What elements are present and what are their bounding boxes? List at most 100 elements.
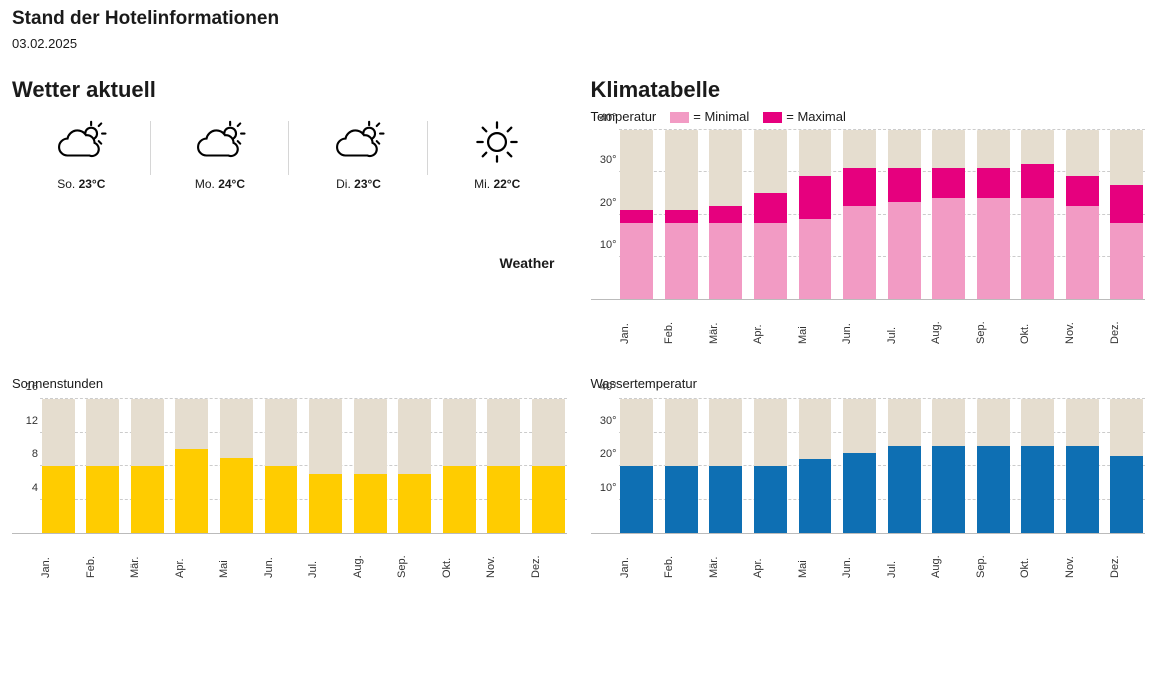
bar-background bbox=[620, 399, 653, 533]
xtick-label: Feb. bbox=[85, 540, 122, 580]
weather-current-title: Wetter aktuell bbox=[12, 77, 567, 103]
xtick-label: Okt. bbox=[441, 540, 478, 580]
legend-min: = Minimal bbox=[670, 109, 749, 124]
bar-background bbox=[1066, 399, 1099, 533]
xtick-label: Sep. bbox=[975, 540, 1012, 580]
bar-background bbox=[754, 130, 787, 299]
bar-min bbox=[1110, 223, 1143, 299]
bar-value bbox=[398, 474, 431, 533]
bar-value bbox=[265, 466, 298, 533]
xtick-label: Nov. bbox=[485, 540, 522, 580]
bar-slot bbox=[1019, 130, 1056, 299]
climate-chart: 10°20°30°40° Jan.Feb.Mär.Apr.MaiJun.Jul.… bbox=[591, 130, 1146, 346]
bar-background bbox=[86, 399, 119, 533]
bar-slot bbox=[1109, 130, 1146, 299]
bar-value bbox=[843, 453, 876, 533]
weather-day-name: So. bbox=[57, 177, 75, 191]
bar-value bbox=[487, 466, 520, 533]
xtick-label: Nov. bbox=[1064, 540, 1101, 580]
bar-value bbox=[888, 446, 921, 533]
bar-background bbox=[977, 130, 1010, 299]
weather-source-label: Weather bbox=[500, 255, 555, 271]
bar-background bbox=[977, 399, 1010, 533]
ytick-label: 4 bbox=[32, 482, 38, 494]
bar-value bbox=[977, 446, 1010, 533]
bar-min bbox=[754, 223, 787, 299]
bar-slot bbox=[263, 399, 300, 533]
bar-background bbox=[1021, 130, 1054, 299]
legend-max-swatch bbox=[763, 112, 782, 123]
bar-slot bbox=[530, 399, 567, 533]
bar-min bbox=[799, 219, 832, 299]
bar-slot bbox=[396, 399, 433, 533]
water-temp-chart: 10°20°30°40° Jan.Feb.Mär.Apr.MaiJun.Jul.… bbox=[591, 399, 1146, 580]
xtick-label: Sep. bbox=[975, 306, 1012, 346]
bar-slot bbox=[886, 130, 923, 299]
water-xaxis: Jan.Feb.Mär.Apr.MaiJun.Jul.Aug.Sep.Okt.N… bbox=[591, 540, 1146, 580]
xtick-label: Aug. bbox=[352, 540, 389, 580]
water-temp-title: Wassertemperatur bbox=[591, 376, 1146, 391]
xtick-label: Jan. bbox=[40, 540, 77, 580]
xtick-label: Jul. bbox=[307, 540, 344, 580]
bar-value bbox=[220, 458, 253, 533]
bar-background bbox=[220, 399, 253, 533]
bar-slot bbox=[352, 399, 389, 533]
climate-xaxis: Jan.Feb.Mär.Apr.MaiJun.Jul.Aug.Sep.Okt.N… bbox=[591, 306, 1146, 346]
bar-slot bbox=[797, 399, 834, 533]
xtick-label: Okt. bbox=[1019, 540, 1056, 580]
bar-min bbox=[620, 223, 653, 299]
bar-value bbox=[309, 474, 342, 533]
bar-background bbox=[932, 399, 965, 533]
bar-background bbox=[175, 399, 208, 533]
bar-background bbox=[709, 399, 742, 533]
bar-value bbox=[1066, 446, 1099, 533]
weather-day-name: Di. bbox=[336, 177, 351, 191]
bar-min bbox=[665, 223, 698, 299]
ytick-label: 10° bbox=[600, 239, 617, 251]
xtick-label: Nov. bbox=[1064, 306, 1101, 346]
bar-min bbox=[1021, 198, 1054, 299]
bar-slot bbox=[975, 399, 1012, 533]
bar-slot bbox=[441, 399, 478, 533]
weather-day-temp: 22°C bbox=[493, 177, 520, 191]
weather-source: Weather bbox=[12, 255, 567, 271]
bar-background bbox=[799, 130, 832, 299]
bar-background bbox=[1110, 130, 1143, 299]
weather-day-card: Mi. 22°C bbox=[428, 113, 567, 195]
bar-value bbox=[354, 474, 387, 533]
weather-day-name: Mo. bbox=[195, 177, 215, 191]
bar-slot bbox=[485, 399, 522, 533]
bar-value bbox=[175, 449, 208, 533]
ytick-label: 10° bbox=[600, 482, 617, 494]
bar-background bbox=[443, 399, 476, 533]
bar-slot bbox=[85, 399, 122, 533]
bar-value bbox=[932, 446, 965, 533]
bar-slot bbox=[619, 130, 656, 299]
bar-slot bbox=[841, 399, 878, 533]
climate-legend: Temperatur = Minimal = Maximal bbox=[591, 109, 1146, 124]
bar-slot bbox=[1019, 399, 1056, 533]
ytick-label: 8 bbox=[32, 448, 38, 460]
bar-background bbox=[265, 399, 298, 533]
bar-min bbox=[932, 198, 965, 299]
bar-background bbox=[932, 130, 965, 299]
bar-value bbox=[443, 466, 476, 533]
bar-value bbox=[532, 466, 565, 533]
bar-background bbox=[665, 399, 698, 533]
weather-day-card: Di. 23°C bbox=[289, 113, 428, 195]
partly-cloudy-icon bbox=[54, 117, 108, 167]
xtick-label: Dez. bbox=[1109, 306, 1146, 346]
bar-min bbox=[709, 223, 742, 299]
bar-background bbox=[843, 399, 876, 533]
weather-day-label: Mo. 24°C bbox=[151, 177, 290, 191]
xtick-label: Jul. bbox=[886, 306, 923, 346]
bar-background bbox=[888, 130, 921, 299]
bar-background bbox=[843, 130, 876, 299]
xtick-label: Jun. bbox=[841, 540, 878, 580]
xtick-label: Dez. bbox=[1109, 540, 1146, 580]
bar-background bbox=[754, 399, 787, 533]
bar-slot bbox=[752, 399, 789, 533]
bar-background bbox=[309, 399, 342, 533]
xtick-label: Mai bbox=[218, 540, 255, 580]
water-temp-section: Wassertemperatur 10°20°30°40° Jan.Feb.Mä… bbox=[591, 376, 1146, 580]
